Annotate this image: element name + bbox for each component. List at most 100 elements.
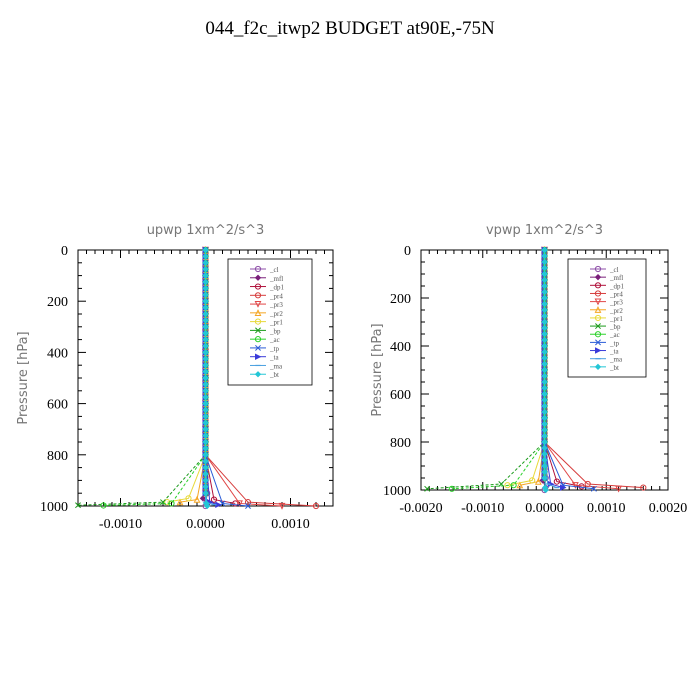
level-marker [202,330,209,337]
legend-label: _pr3 [609,299,623,307]
level-marker [541,384,548,392]
y-tick-label: 600 [47,398,68,413]
level-marker [541,306,548,314]
data-point [516,481,524,489]
legend-marker [594,314,602,322]
data-point [448,485,455,492]
chart-title: upwp 1xm^2/s^3 [147,223,265,238]
y-tick-label: 400 [47,346,68,361]
legend-entry: _ac [250,336,280,344]
level-marker [541,408,548,416]
level-marker [541,444,548,452]
legend-entry: _dp1 [250,283,285,292]
legend-entry: _pr2 [590,306,623,315]
legend-entry: _bt [250,371,279,379]
level-marker [202,298,209,305]
data-point [640,484,647,491]
level-marker [202,342,209,350]
data-point [553,478,560,485]
level-marker [202,278,209,286]
legend-entry: _pr1 [590,314,623,323]
level-marker [202,310,209,318]
legend-marker [255,327,261,334]
level-marker [541,246,548,254]
data-point [164,499,171,506]
data-point [504,482,511,489]
legend-label: _bp [269,327,281,335]
legend-label: _dp1 [609,282,625,290]
legend-marker [254,292,262,299]
legend-marker [254,265,262,273]
level-marker [202,259,209,266]
level-marker [541,372,548,380]
level-marker [541,360,548,368]
legend-marker [254,318,262,325]
legend-label: _ma [269,362,283,370]
series-bp [424,247,548,492]
legend-marker [254,371,262,378]
data-point [199,495,207,502]
data-point [210,496,218,503]
level-marker [202,253,209,260]
legend-entry: _pr3 [590,298,623,307]
level-marker [541,276,548,284]
legend-label: _mfl [609,274,623,282]
level-marker [541,258,548,266]
level-marker [541,330,548,338]
level-marker [202,323,209,330]
series-ac [100,246,209,509]
series-bt [541,246,549,494]
legend-entry: _bp [250,327,281,335]
chart-panel-2: vpwp 1xm^2/s^3 Pressure [hPa] 0 200 400 600 80… [370,223,687,516]
level-marker [541,342,548,350]
level-marker [541,324,548,332]
legend-entry: _cl [590,265,619,274]
legend-entry: _tp [250,345,279,353]
data-point [100,502,107,509]
level-marker [202,438,209,446]
page-title: 044_f2c_itwp2 BUDGET at90E,-75N [205,18,495,39]
legend-marker [594,265,602,273]
legend-entry: _bp [590,323,621,331]
legend-label: _pr2 [269,310,283,318]
legend-entry: _pr1 [250,318,283,327]
level-marker [202,477,209,484]
data-point [560,484,567,491]
data-point [75,502,81,509]
level-marker [541,288,548,296]
y-tick-label: 200 [390,292,411,307]
series-bt [202,246,211,510]
level-marker [202,400,209,407]
series-line [451,250,545,490]
legend-entry: _pr4 [250,292,283,300]
level-marker [202,336,209,343]
legend-entry: _cl [250,265,279,274]
legend-label: _bp [609,323,621,331]
level-marker [541,264,548,272]
data-point [542,486,549,494]
chart-panel-1: upwp 1xm^2/s^3 Pressure [hPa] 0 200 400 600 80… [16,223,334,532]
level-marker [541,450,548,458]
level-marker [202,490,209,497]
legend-marker [595,347,602,354]
legend-label: _ta [609,348,619,356]
x-tick-label: 0.0000 [525,501,564,516]
level-marker [541,318,548,326]
series-line [427,250,545,490]
level-marker [541,354,548,362]
legend-label: _bt [609,364,619,372]
legend-marker [254,274,262,281]
legend-label: _pr2 [609,307,623,315]
level-marker [202,470,209,478]
level-marker [202,464,209,471]
level-marker [541,252,548,260]
legend-entry: _ac [590,331,620,339]
x-tick-label: 0.0010 [271,517,310,532]
level-marker [541,402,548,410]
data-point [245,503,251,509]
chart-title: vpwp 1xm^2/s^3 [486,223,603,238]
legend: _cl_mfl_dp1_pr4_pr3_pr2_pr1_bp_ac_tp_ta_… [227,258,313,386]
y-tick-label: 200 [47,295,68,310]
legend-entry: _ma [250,362,283,370]
